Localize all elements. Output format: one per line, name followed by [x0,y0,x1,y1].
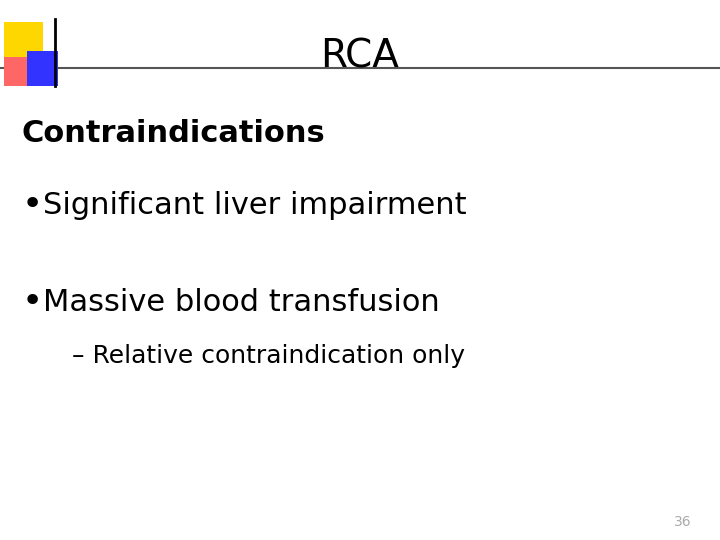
Bar [4,57,31,86]
Text: 36: 36 [674,515,691,529]
Text: Massive blood transfusion: Massive blood transfusion [43,288,440,317]
Text: •: • [22,188,43,222]
Text: Significant liver impairment: Significant liver impairment [43,191,467,220]
Text: •: • [22,286,43,319]
Text: RCA: RCA [320,38,400,76]
Text: – Relative contraindication only: – Relative contraindication only [72,345,465,368]
Bar [4,22,43,57]
Bar [27,51,58,86]
Text: Contraindications: Contraindications [22,119,325,148]
